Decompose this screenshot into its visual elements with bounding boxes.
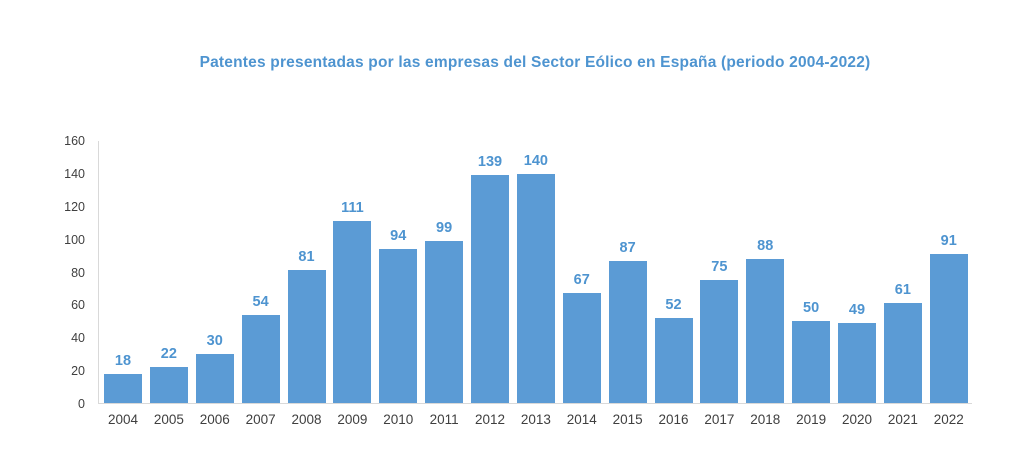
y-tick-label: 80 bbox=[71, 265, 85, 280]
bar bbox=[195, 353, 234, 403]
bar bbox=[929, 254, 968, 403]
y-tick-label: 100 bbox=[64, 232, 85, 247]
bar bbox=[425, 240, 464, 403]
bar-value-label: 139 bbox=[477, 154, 503, 171]
bar-value-label: 54 bbox=[252, 293, 269, 310]
bar bbox=[104, 373, 142, 403]
x-tick-label: 2010 bbox=[383, 412, 414, 427]
bar-value-label: 18 bbox=[114, 352, 132, 369]
bar-column: 54 2007 bbox=[241, 141, 280, 427]
x-tick-label: 2022 bbox=[933, 412, 964, 427]
bar-value-label: 52 bbox=[665, 296, 682, 313]
bar-value-label: 91 bbox=[940, 233, 957, 249]
bar-column: 111 2009 bbox=[333, 141, 372, 427]
x-tick-label: 2018 bbox=[750, 412, 781, 427]
x-tick-label: 2017 bbox=[704, 412, 735, 427]
bar-column: 22 2005 bbox=[149, 141, 188, 427]
bar bbox=[746, 258, 785, 403]
bar bbox=[379, 249, 418, 403]
bar bbox=[287, 270, 326, 403]
x-tick-label: 2009 bbox=[337, 412, 368, 427]
x-tick-label: 2014 bbox=[566, 412, 597, 427]
bar bbox=[562, 293, 601, 403]
bar-column: 91 2022 bbox=[929, 141, 968, 427]
bar bbox=[149, 366, 188, 403]
x-tick-label: 2011 bbox=[429, 412, 459, 427]
bar bbox=[700, 280, 739, 403]
bar-column: 88 2018 bbox=[746, 141, 785, 427]
bar-value-label: 94 bbox=[390, 228, 407, 245]
y-tick-label: 0 bbox=[78, 397, 85, 411]
x-tick-label: 2016 bbox=[658, 412, 689, 427]
x-tick-label: 2013 bbox=[520, 412, 551, 427]
y-tick-label: 160 bbox=[64, 134, 85, 148]
bar-column: 30 2006 bbox=[195, 141, 234, 427]
bar bbox=[883, 303, 922, 403]
bar-value-label: 49 bbox=[848, 301, 866, 318]
bar-value-label: 61 bbox=[894, 282, 911, 299]
bar-value-label: 30 bbox=[206, 332, 223, 349]
bar-value-label: 81 bbox=[298, 249, 315, 266]
bar bbox=[333, 221, 372, 403]
bar-value-label: 88 bbox=[757, 237, 774, 254]
y-tick-label: 140 bbox=[64, 166, 85, 181]
x-tick-label: 2004 bbox=[107, 412, 139, 427]
bar-column: 87 2015 bbox=[608, 141, 647, 427]
bar bbox=[654, 317, 693, 403]
bar bbox=[792, 321, 831, 403]
y-tick-label: 20 bbox=[71, 364, 85, 379]
bar-column: 75 2017 bbox=[700, 141, 739, 427]
bar-value-label: 75 bbox=[711, 259, 728, 276]
x-tick-label: 2006 bbox=[199, 412, 230, 427]
bar bbox=[516, 173, 555, 403]
bar-value-label: 22 bbox=[160, 345, 177, 362]
bar-column: 139 2012 bbox=[471, 141, 509, 427]
y-axis: 0 20 40 60 80 100 120 140 160 bbox=[0, 134, 85, 411]
x-tick-label: 2021 bbox=[887, 412, 918, 427]
x-tick-label: 2007 bbox=[245, 412, 276, 427]
bar-value-label: 111 bbox=[341, 200, 364, 217]
bar bbox=[838, 322, 876, 403]
bar-column: 99 2011 bbox=[425, 141, 464, 427]
x-tick-label: 2019 bbox=[796, 412, 827, 427]
bar bbox=[608, 260, 647, 403]
bar-column: 61 2021 bbox=[883, 141, 922, 427]
bar-column: 50 2019 bbox=[792, 141, 831, 427]
bar-column: 52 2016 bbox=[654, 141, 693, 427]
chart-title: Patentes presentadas por las empresas de… bbox=[199, 54, 871, 71]
bar bbox=[471, 175, 509, 403]
bar-column: 94 2010 bbox=[379, 141, 418, 427]
bar-column: 49 2020 bbox=[838, 141, 876, 427]
bar bbox=[241, 314, 280, 403]
x-tick-label: 2015 bbox=[612, 412, 643, 427]
bar-column: 140 2013 bbox=[516, 141, 555, 427]
bar-column: 18 2004 bbox=[104, 141, 142, 427]
bar-value-label: 67 bbox=[573, 272, 590, 289]
bar-value-label: 99 bbox=[436, 219, 453, 236]
bar-column: 67 2014 bbox=[562, 141, 601, 427]
bar-value-label: 50 bbox=[803, 300, 820, 317]
x-tick-label: 2005 bbox=[153, 412, 184, 427]
x-tick-label: 2020 bbox=[841, 412, 873, 427]
plot-area: 18 2004 22 2005 30 2006 54 2007 81 2008 111 2009 94 2… bbox=[98, 141, 972, 427]
bar-value-label: 140 bbox=[523, 152, 548, 169]
y-tick-label: 60 bbox=[71, 298, 85, 313]
bar-value-label: 87 bbox=[619, 239, 636, 256]
y-tick-label: 40 bbox=[71, 331, 85, 346]
bars-container: 18 2004 22 2005 30 2006 54 2007 81 2008 111 2009 94 2… bbox=[99, 141, 972, 427]
x-tick-label: 2012 bbox=[474, 412, 506, 427]
y-tick-label: 120 bbox=[64, 199, 85, 214]
x-tick-label: 2008 bbox=[291, 412, 322, 427]
bar-column: 81 2008 bbox=[287, 141, 326, 427]
